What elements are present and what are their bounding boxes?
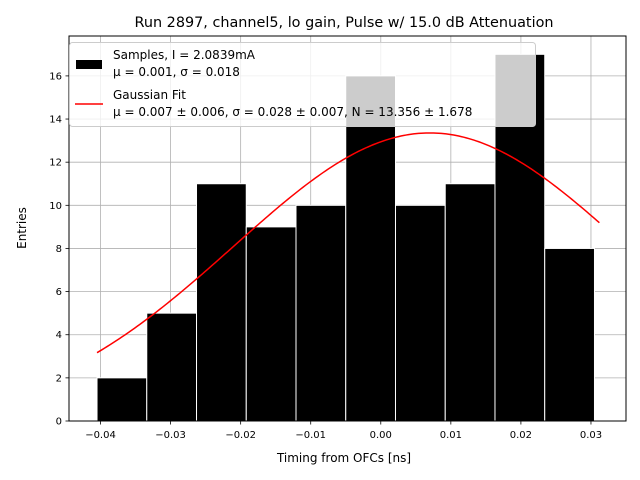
legend: Samples, I = 2.0839mA μ = 0.001, σ = 0.0… [69,42,536,127]
x-tick-label: 0.02 [510,430,532,441]
histogram-bar [544,247,595,422]
y-tick-label: 0 [56,417,62,428]
histogram-bar [345,75,396,422]
x-axis-label: Timing from OFCs [ns] [276,451,411,465]
histogram-bar [196,183,247,422]
x-tick-label: −0.02 [225,430,256,441]
legend-samples-line2: μ = 0.001, σ = 0.018 [113,65,240,79]
histogram-bar [146,312,198,422]
legend-fit-line1: Gaussian Fit [113,88,186,102]
y-tick-label: 6 [56,287,62,298]
y-tick-label: 14 [49,115,62,126]
legend-swatch-samples [76,60,102,69]
x-tick-label: −0.04 [85,430,116,441]
histogram-bar [295,204,347,422]
y-tick-label: 2 [56,373,62,384]
y-tick-label: 10 [49,201,62,212]
x-tick-label: −0.03 [155,430,186,441]
y-tick-label: 4 [56,330,62,341]
legend-samples-line1: Samples, I = 2.0839mA [113,48,256,62]
histogram-bar [245,226,297,422]
x-tick-label: 0.01 [440,430,462,441]
legend-box [69,42,536,127]
x-axis-ticks: −0.04 −0.03 −0.02 −0.01 0.00 0.01 0.02 0.03 [85,421,602,441]
x-tick-label: 0.03 [580,430,602,441]
gaussian-fit [96,132,600,354]
y-axis-ticks: 0 2 4 6 8 10 12 14 16 [49,71,69,428]
y-tick-label: 16 [49,71,62,82]
gaussian-fit-line [96,132,600,354]
y-tick-label: 8 [56,244,62,255]
histogram-bar [394,204,446,422]
plot-frame [68,35,627,422]
x-tick-label: 0.00 [370,430,392,441]
chart-title: Run 2897, channel5, lo gain, Pulse w/ 15… [135,15,554,31]
histogram-bar [96,377,148,422]
y-tick-label: 12 [49,158,62,169]
histogram-bars [96,53,595,422]
histogram-bar [444,183,496,422]
legend-fit-line2: μ = 0.007 ± 0.006, σ = 0.028 ± 0.007, N … [113,105,472,119]
y-axis-label: Entries [15,207,29,249]
x-tick-label: −0.01 [295,430,326,441]
